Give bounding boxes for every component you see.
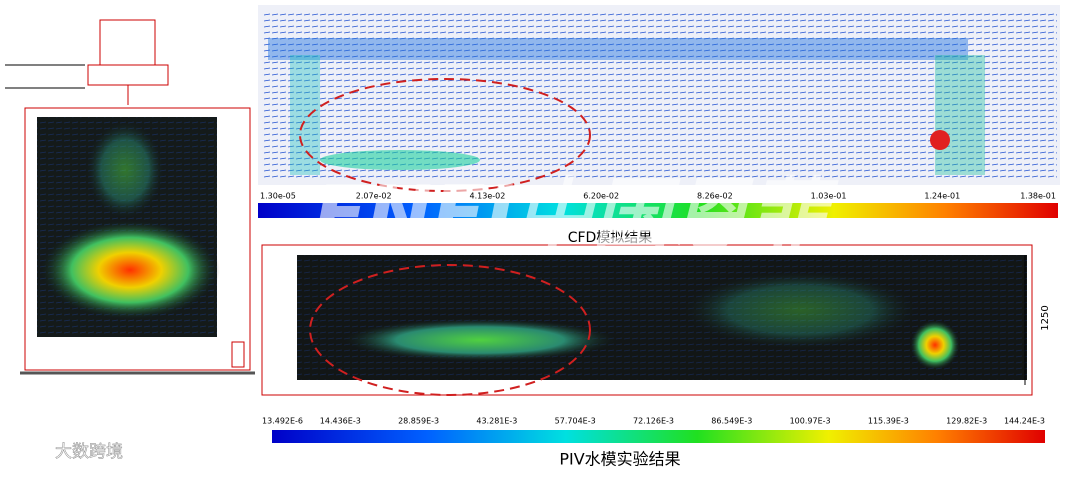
scale-label: 1.30e-05 [260,192,296,201]
scale-label: 13.492E-6 [262,417,303,426]
scale-label: 1.38e-01 [1020,192,1056,201]
scale-label: 43.281E-3 [476,417,517,426]
scale-label: 28.859E-3 [398,417,439,426]
scale-label: 6.20e-02 [583,192,619,201]
scale-label: 8.26e-02 [697,192,733,201]
scale-label: 57.704E-3 [555,417,596,426]
scale-label: 1.24e-01 [924,192,960,201]
scale-label: 2.07e-02 [356,192,392,201]
scale-label: 144.24E-3 [1004,417,1045,426]
scale-label: 129.82E-3 [946,417,987,426]
cfd-panel [258,5,1060,218]
scale-labels: 1.30e-05 2.07e-02 4.13e-02 6.20e-02 8.26e-02… [260,192,1056,426]
scale-label: 1.03e-01 [811,192,847,201]
piv-caption: PIV水模实验结果 [559,450,680,469]
scale-label: 14.436E-3 [320,417,361,426]
scale-label: 72.126E-3 [633,417,674,426]
scale-label: 115.39E-3 [868,417,909,426]
cfd-caption: CFD模拟结果 [568,230,653,246]
piv-panel: 1250 [261,244,1051,443]
scale-label: 4.13e-02 [470,192,506,201]
source-watermark: 大数跨境 [55,442,123,462]
dimension-label: 1250 [1040,305,1051,330]
left-panel [5,19,255,375]
scale-label: 86.549E-3 [711,417,752,426]
brand-watermark: ENFI中国恩菲 [314,170,840,260]
scale-label: 100.97E-3 [790,417,831,426]
